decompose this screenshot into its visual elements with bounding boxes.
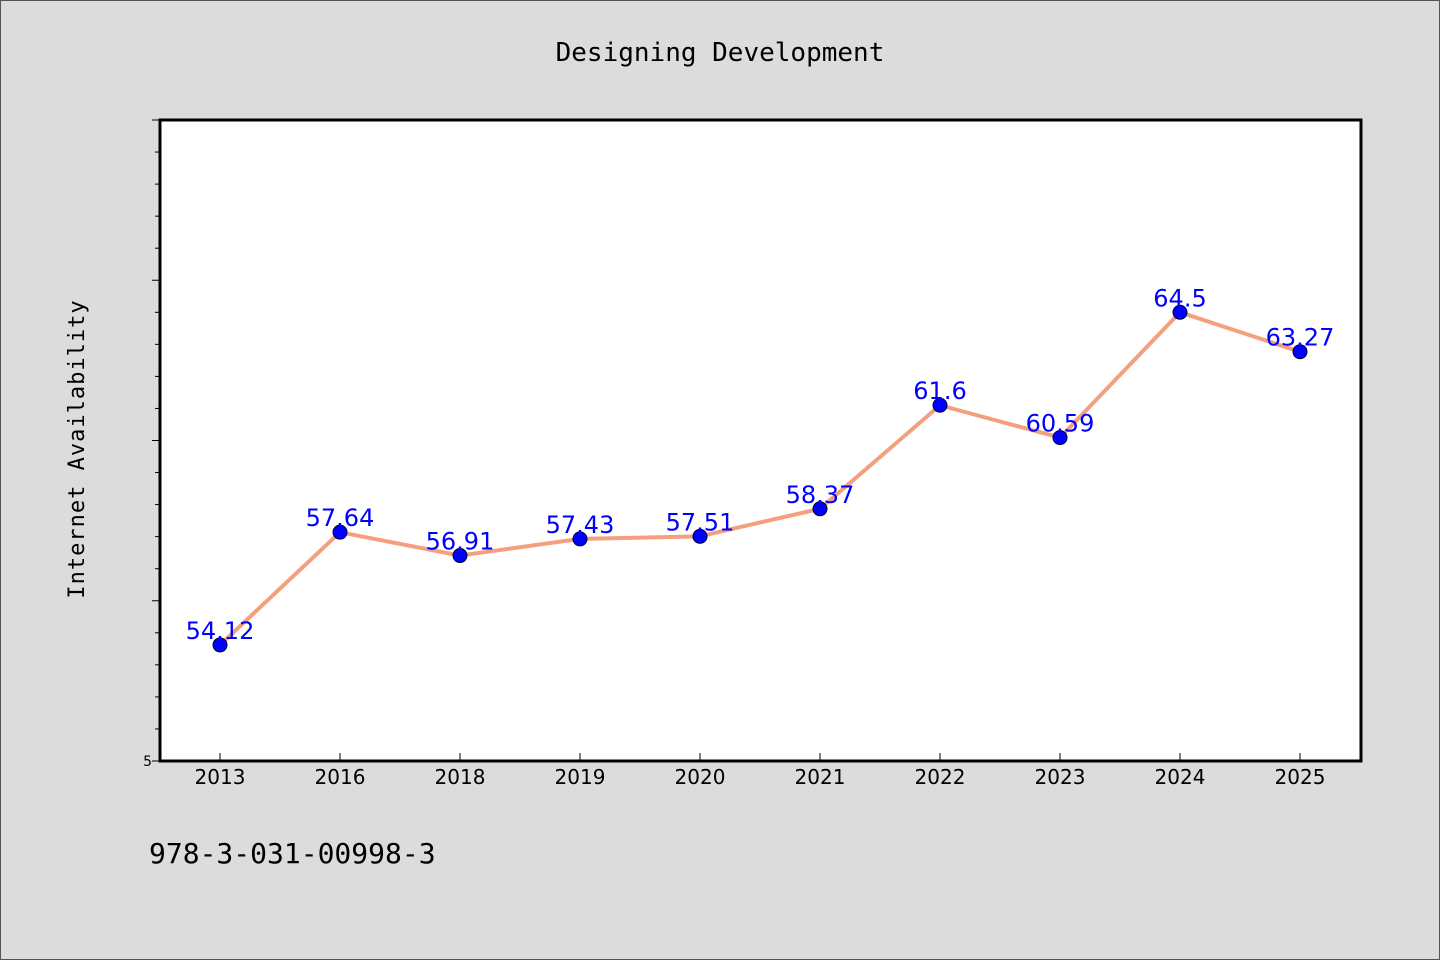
y-axis-label: Internet Availability: [65, 299, 90, 598]
x-tick-label: 2023: [1035, 765, 1086, 789]
data-label: 57.43: [546, 511, 615, 539]
x-tick-label: 2019: [555, 765, 606, 789]
data-label: 56.91: [426, 528, 495, 556]
x-tick-label: 2016: [315, 765, 366, 789]
y-tick-label: 5: [143, 754, 152, 770]
data-point: [1052, 430, 1068, 446]
x-tick-label: 2021: [795, 765, 846, 789]
x-tick-label: 2022: [915, 765, 966, 789]
x-axis-ticks: 2013 2016 2018 2019 2020 2021 2022 2023 2024 2025: [195, 753, 1326, 789]
data-point: [572, 531, 588, 547]
data-label: 63.27: [1266, 324, 1335, 352]
x-tick-label: 2013: [195, 765, 246, 789]
data-label: 57.64: [306, 504, 375, 532]
data-point: [452, 548, 468, 564]
plot-area: [158, 118, 1363, 763]
series-line: [218, 310, 1302, 647]
y-axis-ticks: 5: [143, 119, 160, 770]
isbn-footnote: 978-3-031-00998-3: [149, 837, 436, 870]
data-label: 57.51: [666, 508, 735, 536]
data-label: 61.6: [913, 377, 966, 405]
data-label: 60.59: [1026, 410, 1095, 438]
series-layer: 54.12 57.64 56.91 57.43 57.51 58.37 61.6 60.59 6…: [186, 284, 1335, 653]
x-tick-label: 2018: [435, 765, 486, 789]
x-tick-label: 2024: [1155, 765, 1206, 789]
data-point: [212, 637, 228, 653]
data-point: [1292, 344, 1308, 360]
data-label: 54.12: [186, 617, 255, 645]
data-point: [1172, 304, 1188, 320]
data-point: [332, 524, 348, 540]
x-tick-label: 2020: [675, 765, 726, 789]
data-point: [932, 397, 948, 413]
x-tick-label: 2025: [1275, 765, 1326, 789]
data-point: [812, 501, 828, 517]
chart-title: Designing Development: [556, 38, 885, 68]
data-point: [692, 528, 708, 544]
data-label: 58.37: [786, 481, 855, 509]
data-label: 64.5: [1153, 284, 1206, 312]
